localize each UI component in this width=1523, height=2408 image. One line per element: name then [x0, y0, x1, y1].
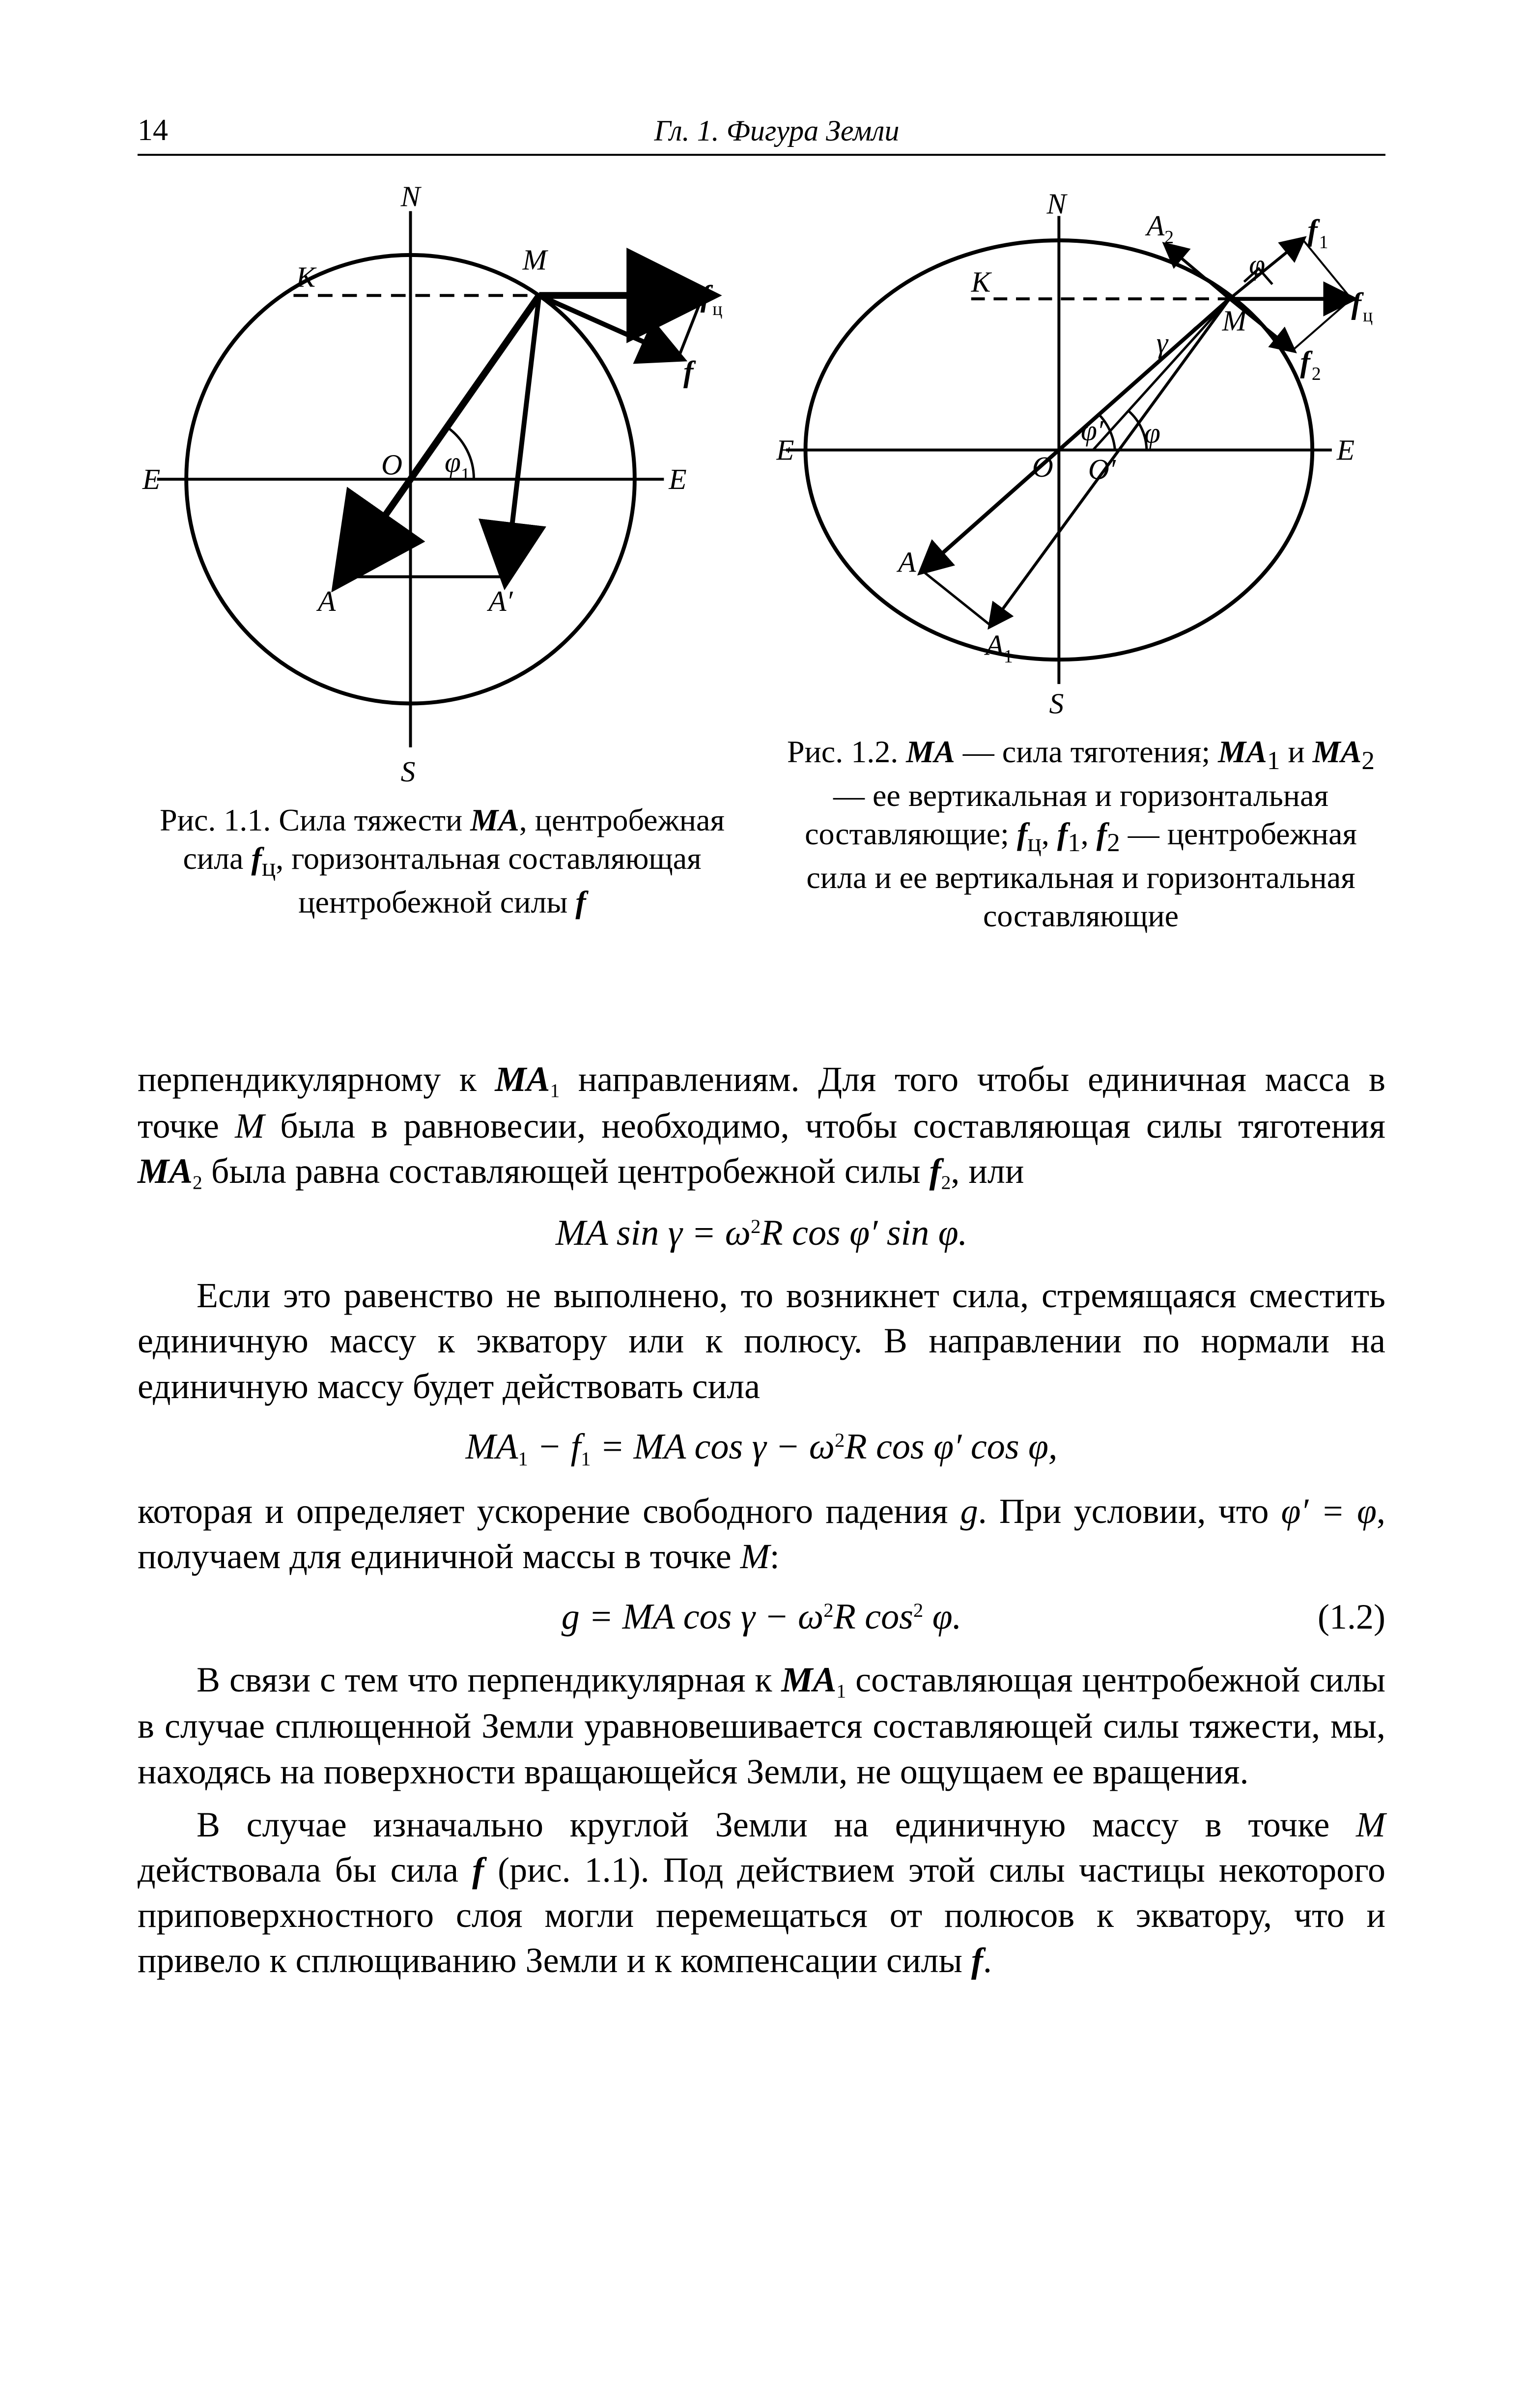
- fig2-label-Oprime: O′: [1088, 453, 1116, 486]
- fig2-label-phiprime: φ′: [1081, 414, 1104, 447]
- fig2-label-N: N: [1046, 188, 1068, 220]
- fig2-label-A2: A2: [1145, 209, 1174, 248]
- figure-1-2: N S E E K M O O′ A A1 A2 γ φ φ′ φ f1 f2 …: [776, 187, 1385, 935]
- paragraph-2: Если это равенство не выполнено, то возн…: [138, 1273, 1385, 1408]
- fig1-label-S: S: [401, 755, 416, 788]
- fig1-label-A: A: [316, 585, 336, 617]
- fig2-label-phi: φ: [1144, 417, 1160, 449]
- page: 14 Гл. 1. Фигура Земли: [0, 0, 1523, 2408]
- fig1-label-E-right: E: [668, 463, 686, 495]
- fig2-label-smallphi: φ: [1249, 249, 1265, 281]
- paragraph-4: В связи с тем что перпендикулярная к MA1…: [138, 1657, 1385, 1794]
- fig2-label-E-right: E: [1336, 434, 1354, 466]
- fig2-label-fc: fц: [1352, 287, 1373, 326]
- fig2-label-O: O: [1032, 451, 1053, 483]
- fig2-label-K: K: [971, 265, 992, 298]
- fig2-label-E-left: E: [776, 434, 794, 466]
- paragraph-3: которая и определяет ускорение свободног…: [138, 1489, 1385, 1579]
- equation-3-number: (1.2): [1318, 1594, 1385, 1639]
- equation-2: MA1 − f1 = MA cos γ − ω2R cos φ′ cos φ,: [138, 1424, 1385, 1472]
- fig1-label-fc: fц: [701, 280, 723, 319]
- figure-1-2-caption: Рис. 1.2. MA — сила тяготения; MA1 и MA2…: [776, 733, 1385, 935]
- fig2-label-A1: A1: [984, 629, 1013, 667]
- fig1-label-M: M: [522, 244, 549, 276]
- fig2-label-A: A: [896, 546, 916, 578]
- fig1-label-E-left: E: [142, 463, 160, 495]
- figure-1-1: N S E E K M O A A′ φ1 fц f Рис. 1.1. Сил…: [138, 187, 747, 921]
- fig2-label-S: S: [1049, 687, 1064, 719]
- paragraph-5: В случае изначально круглой Земли на еди…: [138, 1802, 1385, 1983]
- fig1-label-K: K: [295, 260, 317, 293]
- running-head: 14 Гл. 1. Фигура Земли: [138, 113, 1385, 156]
- fig1-label-O: O: [381, 448, 402, 481]
- paragraph-1: перпендикулярному к MA1 направлениям. Дл…: [138, 1057, 1385, 1195]
- body-text: перпендикулярному к MA1 направлениям. Дл…: [138, 1057, 1385, 1991]
- fig2-label-f2: f2: [1300, 345, 1321, 384]
- fig1-label-f: f: [683, 355, 696, 389]
- figure-1-1-svg: N S E E K M O A A′ φ1 fц f: [138, 187, 747, 791]
- fig2-label-gamma: γ: [1156, 326, 1169, 359]
- fig1-label-Aprime: A′: [486, 585, 513, 617]
- equation-3: g = MA cos γ − ω2R cos2 φ. (1.2): [138, 1594, 1385, 1640]
- figure-1-1-caption: Рис. 1.1. Сила тяжести MA, центробежная …: [138, 801, 747, 921]
- fig1-label-N: N: [400, 187, 422, 213]
- figure-1-2-svg: N S E E K M O O′ A A1 A2 γ φ φ′ φ f1 f2 …: [776, 187, 1385, 723]
- figures-row: N S E E K M O A A′ φ1 fц f Рис. 1.1. Сил…: [138, 187, 1385, 935]
- equation-1: MA sin γ = ω2R cos φ′ sin φ.: [138, 1210, 1385, 1257]
- page-number: 14: [138, 113, 168, 148]
- chapter-title: Гл. 1. Фигура Земли: [168, 114, 1385, 148]
- fig2-label-f1: f1: [1307, 214, 1328, 253]
- fig2-label-M: M: [1222, 305, 1248, 337]
